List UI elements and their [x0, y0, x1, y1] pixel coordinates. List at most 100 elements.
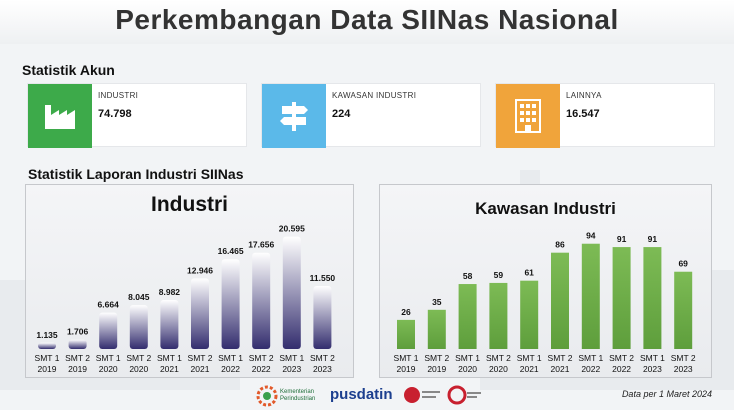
category-label: SMT 2 [548, 353, 573, 363]
bar-value-label: 1.135 [36, 330, 58, 340]
bar [129, 305, 148, 349]
category-label: 2023 [282, 364, 301, 374]
category-label: SMT 2 [671, 353, 696, 363]
bar [221, 259, 240, 349]
category-label: 2022 [581, 364, 600, 374]
bar-value-label: 59 [494, 270, 504, 280]
bar-value-label: 20.595 [279, 224, 305, 234]
bar-value-label: 58 [463, 271, 473, 281]
bar-value-label: 16.465 [218, 246, 244, 256]
card-lainnya-value: 16.547 [566, 108, 600, 120]
category-label: SMT 2 [65, 353, 90, 363]
card-kawasan-icon-bg [262, 84, 326, 148]
partner-logo-2-icon [447, 385, 481, 405]
category-label: 2019 [68, 364, 87, 374]
category-label: SMT 2 [188, 353, 213, 363]
bar-value-label: 94 [586, 231, 596, 241]
category-label: SMT 2 [609, 353, 634, 363]
category-label: 2020 [129, 364, 148, 374]
category-label: 2021 [160, 364, 179, 374]
bar-value-label: 17.656 [248, 240, 274, 250]
card-industri[interactable]: INDUSTRI 74.798 [27, 83, 247, 148]
bar [160, 300, 179, 349]
logo-pusdatin: pusdatin [330, 386, 393, 403]
category-label: SMT 2 [126, 353, 151, 363]
page-title: Perkembangan Data SIINas Nasional [115, 4, 619, 35]
category-label: 2021 [551, 364, 570, 374]
category-label: SMT 1 [394, 353, 419, 363]
card-industri-value: 74.798 [98, 108, 132, 120]
bar-value-label: 6.664 [98, 300, 120, 310]
building-icon [515, 99, 541, 133]
bar [313, 286, 332, 349]
bar-value-label: 8.982 [159, 287, 181, 297]
card-kawasan-value: 224 [332, 108, 351, 120]
bar [68, 339, 87, 349]
category-label: SMT 1 [96, 353, 121, 363]
category-label: 2023 [643, 364, 662, 374]
bar-value-label: 69 [678, 259, 688, 269]
category-label: 2022 [221, 364, 240, 374]
card-lainnya-icon-bg [496, 84, 560, 148]
category-label: 2023 [674, 364, 693, 374]
category-label: 2021 [191, 364, 210, 374]
category-label: 2022 [252, 364, 271, 374]
category-label: SMT 1 [35, 353, 60, 363]
report-stats-heading: Statistik Laporan Industri SIINas [28, 166, 244, 182]
bar [99, 312, 118, 349]
bar [397, 319, 415, 349]
data-date-note: Data per 1 Maret 2024 [621, 389, 712, 399]
bar [520, 280, 539, 349]
logo-partner-1 [402, 385, 442, 405]
bar-value-label: 26 [401, 307, 411, 317]
category-label: SMT 1 [218, 353, 243, 363]
logo-kemenperin: Kementerian Perindustrian [256, 385, 324, 407]
category-label: SMT 2 [424, 353, 449, 363]
partner-logo-icon [404, 387, 440, 403]
bar-value-label: 61 [524, 268, 534, 278]
category-label: 2019 [397, 364, 416, 374]
bar-value-label: 11.550 [310, 273, 336, 283]
card-industri-icon-bg [28, 84, 92, 148]
category-label: 2020 [489, 364, 508, 374]
category-label: 2019 [38, 364, 57, 374]
bar [252, 252, 271, 349]
card-kawasan-industri[interactable]: KAWASAN INDUSTRI 224 [261, 83, 481, 148]
category-label: SMT 1 [157, 353, 182, 363]
bar-value-label: 1.706 [67, 327, 89, 337]
category-label: 2020 [99, 364, 118, 374]
category-label: 2021 [520, 364, 539, 374]
card-lainnya[interactable]: LAINNYA 16.547 [495, 83, 715, 148]
bar [551, 252, 569, 349]
card-industri-label: INDUSTRI [98, 91, 139, 100]
category-label: 2019 [427, 364, 446, 374]
chart-industri-panel: Industri 1.135 SMT 1 2019 1.706 SMT 2 2019 6.6… [25, 184, 354, 378]
chart-kawasan-panel: Kawasan Industri 26 SMT 1 2019 35 SMT 2 2019 5… [379, 184, 712, 378]
category-label: 2022 [612, 364, 631, 374]
bar [612, 247, 631, 349]
category-label: SMT 1 [578, 353, 603, 363]
card-lainnya-label: LAINNYA [566, 91, 602, 100]
bar [427, 309, 446, 349]
kemenperin-gear-icon [256, 385, 278, 407]
category-label: SMT 1 [640, 353, 665, 363]
account-stats-heading: Statistik Akun [22, 62, 115, 78]
bar-value-label: 86 [555, 240, 565, 250]
category-label: SMT 1 [517, 353, 542, 363]
category-label: SMT 2 [310, 353, 335, 363]
bar-value-label: 8.045 [128, 292, 150, 302]
bar [581, 243, 600, 349]
bar [191, 278, 209, 349]
bar-value-label: 12.946 [187, 265, 213, 275]
category-label: 2023 [313, 364, 332, 374]
bar [489, 282, 508, 349]
logo-kemenperin-text: Kementerian Perindustrian [280, 389, 316, 402]
bar [643, 247, 662, 349]
category-label: SMT 2 [249, 353, 274, 363]
bar [458, 284, 477, 349]
signpost-icon [280, 102, 308, 131]
logo-partner-2 [447, 385, 483, 405]
bar [38, 342, 56, 349]
